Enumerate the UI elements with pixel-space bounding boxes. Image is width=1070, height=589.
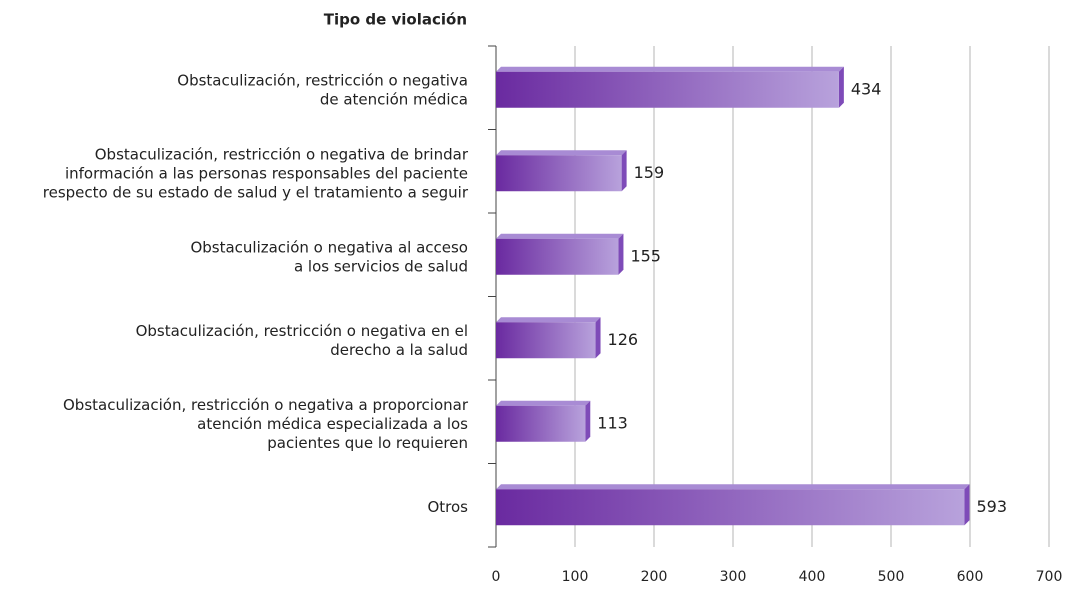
bar-side	[585, 400, 591, 442]
bar-side	[838, 66, 844, 108]
bar-side	[621, 150, 627, 192]
bar-side	[595, 317, 601, 359]
bar	[496, 238, 619, 275]
bar-top	[496, 66, 844, 72]
y-tick-label: Obstaculización, restricción o negativa d…	[177, 71, 468, 108]
value-label: 593	[976, 497, 1007, 516]
x-tick-label: 400	[799, 569, 826, 585]
y-tick-label: Otros	[427, 498, 468, 516]
value-label: 434	[851, 79, 882, 98]
bar-top	[496, 317, 601, 323]
x-tick-label: 100	[562, 569, 589, 585]
bar-top	[496, 484, 970, 490]
y-tick-label: Obstaculización o negativa al acceso a lo…	[190, 238, 468, 275]
bar-top	[496, 150, 627, 156]
value-label: 159	[634, 163, 665, 182]
bar-top	[496, 233, 624, 239]
bar	[496, 71, 839, 108]
y-tick-label: Obstaculización, restricción o negativa …	[63, 395, 469, 451]
chart-title: Tipo de violación	[324, 11, 467, 29]
bar	[496, 322, 596, 359]
x-tick-label: 700	[1036, 569, 1063, 585]
value-label: 155	[630, 246, 661, 265]
x-tick-label: 300	[720, 569, 747, 585]
y-tick-label: Obstaculización, restricción o negativa …	[136, 321, 468, 358]
x-tick-label: 0	[492, 569, 501, 585]
x-tick-label: 600	[957, 569, 984, 585]
bar	[496, 489, 965, 526]
x-tick-label: 200	[641, 569, 668, 585]
bar	[496, 155, 622, 192]
bar-side	[618, 233, 624, 275]
bar	[496, 405, 586, 442]
value-label: 126	[608, 330, 639, 349]
bar-side	[964, 484, 970, 526]
x-tick-label: 500	[878, 569, 905, 585]
y-tick-label: Obstaculización, restricción o negativa …	[43, 145, 469, 201]
value-label: 113	[597, 413, 628, 432]
bar-top	[496, 400, 591, 406]
